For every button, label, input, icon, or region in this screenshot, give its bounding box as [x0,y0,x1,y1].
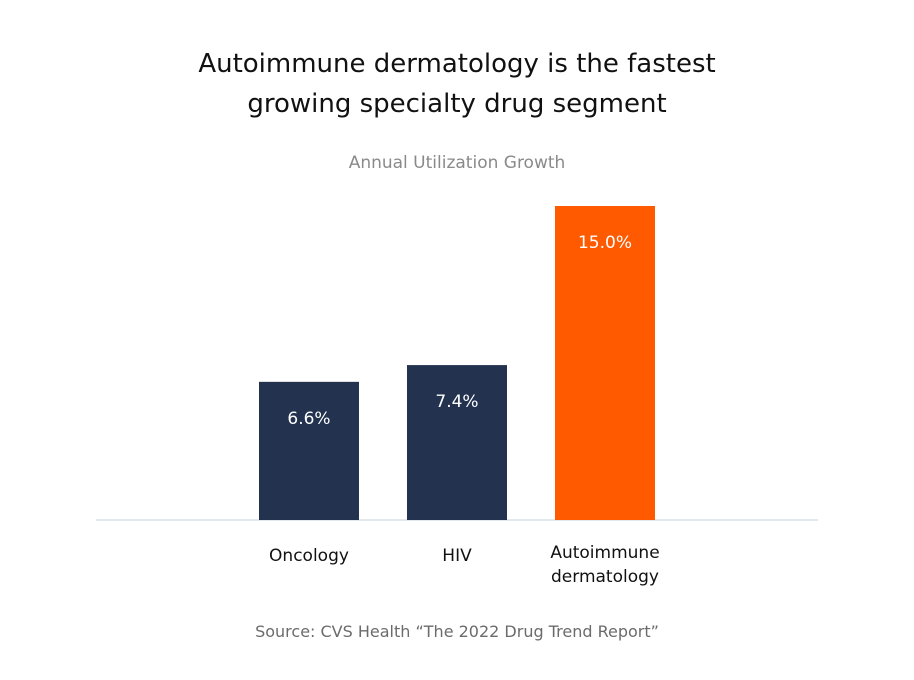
bar-1 [407,365,507,520]
bar-0 [259,381,359,520]
chart-title-line-1: Autoimmune dermatology is the fastest [198,49,716,79]
bar-2 [555,206,655,520]
bar-chart: 6.6% Oncology 7.4% HIV 15.0% Autoimmune dermat… [96,206,818,587]
category-label-0-0: Oncology [269,546,349,566]
chart-title: Autoimmune dermatology is the fastest gr… [0,44,914,124]
category-label-1-0: HIV [442,546,472,566]
source-note: Source: CVS Health “The 2022 Drug Trend … [255,622,659,641]
data-label-2: 15.0% [578,233,632,253]
category-label-2-1: dermatology [551,567,659,587]
chart-title-line-2: growing specialty drug segment [247,89,667,119]
chart-subtitle: Annual Utilization Growth [348,153,566,173]
data-label-0: 6.6% [287,409,330,429]
data-label-1: 7.4% [435,392,478,412]
category-label-2-0: Autoimmune [550,543,659,563]
